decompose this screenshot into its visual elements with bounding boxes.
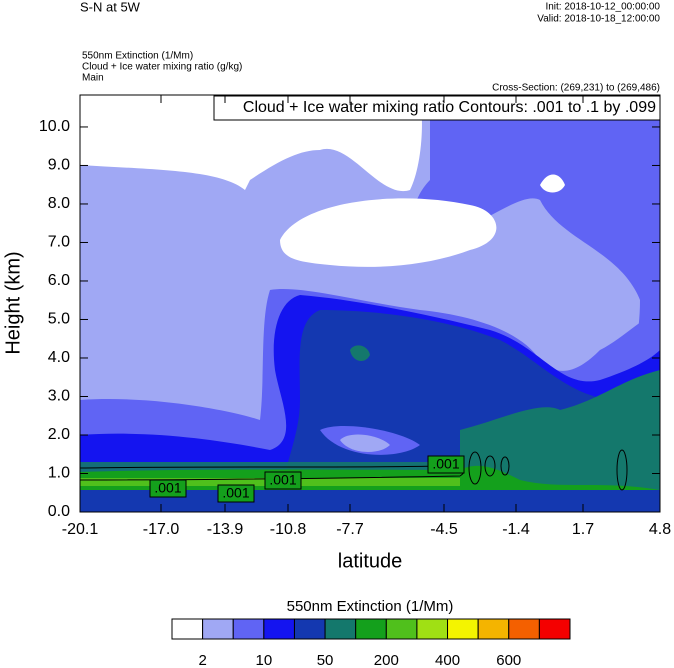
x-tick-label: -7.7 — [336, 521, 364, 538]
contour-field-label: Cloud + Ice water mixing ratio (g/kg) — [82, 62, 242, 73]
x-tick-label: -4.5 — [430, 521, 458, 538]
contour-label: .001 — [432, 456, 459, 472]
x-tick-label: -17.0 — [143, 521, 180, 538]
colorbar-label: 600 — [496, 652, 521, 668]
contour-label: .001 — [154, 480, 181, 496]
colorbar-box — [447, 618, 479, 640]
x-tick-label: -20.1 — [62, 521, 99, 538]
y-tick-label: 3.0 — [48, 388, 70, 405]
x-tick-label: -13.9 — [207, 521, 244, 538]
colorbar-label: 2 — [198, 652, 206, 668]
colorbar-label: 10 — [256, 652, 273, 668]
colorbar-box — [293, 618, 326, 640]
colorbar-box — [263, 618, 295, 640]
colorbar-box — [171, 618, 204, 640]
colorbar-label: 200 — [374, 652, 399, 668]
colorbar-box — [385, 618, 418, 640]
colorbar-title: 550nm Extinction (1/Mm) — [287, 598, 454, 615]
x-tick-label: 1.7 — [572, 521, 594, 538]
cross-section: Cross-Section: (269,231) to (269,486) — [492, 83, 660, 94]
colorbar-box — [538, 618, 571, 640]
y-tick-label: 4.0 — [48, 349, 70, 366]
colorbar-box — [477, 618, 510, 640]
colorbar-box — [324, 618, 357, 640]
contour-label: .001 — [222, 485, 249, 501]
colorbar-box — [416, 618, 449, 640]
contour-labels: .001 .001 .001 .001 — [149, 455, 465, 503]
y-tick-label: 7.0 — [48, 234, 70, 251]
x-tick-label: -1.4 — [502, 521, 530, 538]
y-axis-label: Height (km) — [2, 251, 24, 354]
y-tick-label: 9.0 — [48, 157, 70, 174]
init-time: Init: 2018-10-12_00:00:00 — [545, 2, 660, 13]
valid-time: Valid: 2018-10-18_12:00:00 — [537, 14, 660, 25]
y-tick-label: 5.0 — [48, 311, 70, 328]
chart-title: S-N at 5W — [80, 0, 141, 14]
y-tick-label: 6.0 — [48, 272, 70, 289]
domain-label: Main — [82, 73, 104, 84]
y-tick-label: 8.0 — [48, 195, 70, 212]
contour-info: Cloud + Ice water mixing ratio Contours:… — [243, 99, 656, 116]
colorbar-box — [202, 618, 234, 640]
x-tick-label: -10.8 — [270, 521, 307, 538]
colorbar-label: 400 — [435, 652, 460, 668]
x-axis-label: latitude — [338, 550, 403, 572]
x-tick-label: 4.8 — [649, 521, 671, 538]
colorbar-box — [232, 618, 265, 640]
y-tick-label: 1.0 — [48, 465, 70, 482]
y-tick-label: 10.0 — [39, 118, 70, 135]
field-label: 550nm Extinction (1/Mm) — [82, 51, 193, 62]
contour-label: .001 — [269, 472, 296, 488]
colorbar-box — [355, 618, 387, 640]
y-tick-label: 2.0 — [48, 426, 70, 443]
colorbar-label: 50 — [317, 652, 334, 668]
contour-fill — [80, 95, 660, 512]
plot-frame — [79, 94, 661, 513]
colorbar-box — [508, 618, 540, 640]
y-tick-label: 0.0 — [48, 503, 70, 520]
